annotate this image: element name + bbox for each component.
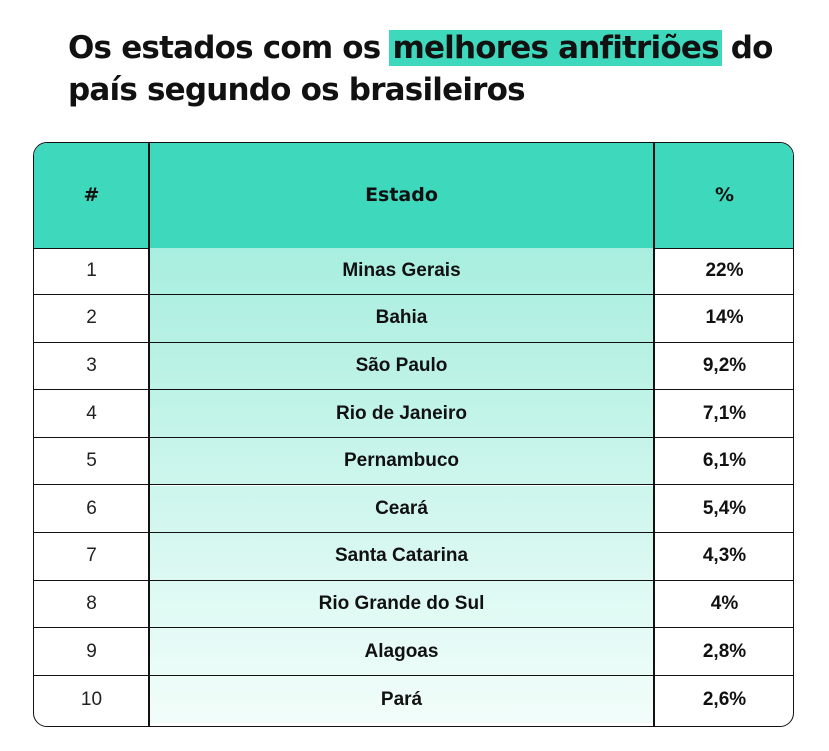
table-row: 6 Ceará 5,4% xyxy=(34,485,793,534)
percent-cell: 14% xyxy=(705,307,744,329)
state-cell-background xyxy=(149,485,654,533)
rank-cell: 1 xyxy=(86,259,97,281)
rank-cell: 4 xyxy=(86,402,97,424)
state-cell-background xyxy=(149,437,654,485)
rank-cell: 3 xyxy=(86,354,97,376)
percent-cell: 22% xyxy=(705,259,744,281)
state-cell: Pará xyxy=(380,688,423,710)
percent-cell: 4% xyxy=(710,592,739,614)
page-title: Os estados com os melhores anfitriões do… xyxy=(68,27,808,111)
table-row: 1 Minas Gerais 22% xyxy=(34,247,793,296)
table-row: 8 Rio Grande do Sul 4% xyxy=(34,580,793,629)
header-percent: % xyxy=(714,184,735,206)
rank-cell: 2 xyxy=(86,307,97,329)
percent-cell: 2,6% xyxy=(702,688,747,710)
state-cell: Ceará xyxy=(375,497,428,519)
column-divider xyxy=(653,143,655,726)
state-cell-background xyxy=(149,390,654,437)
state-cell: São Paulo xyxy=(355,354,448,376)
state-cell: Santa Catarina xyxy=(334,545,469,567)
state-cell-background xyxy=(149,580,654,628)
table-row: 3 São Paulo 9,2% xyxy=(34,342,793,391)
table-row: 7 Santa Catarina 4,3% xyxy=(34,533,793,581)
header-state: Estado xyxy=(365,184,438,206)
state-cell-background xyxy=(149,533,654,580)
title-text-before: Os estados com os xyxy=(68,30,391,66)
table-row: 10 Pará 2,6% xyxy=(34,675,793,724)
state-cell-background xyxy=(149,675,654,724)
column-divider xyxy=(148,143,150,726)
state-cell-background xyxy=(149,628,654,675)
title-text-after: do país segundo os brasileiros xyxy=(68,30,773,108)
state-cell: Rio de Janeiro xyxy=(336,402,467,424)
percent-cell: 5,4% xyxy=(702,497,747,519)
rank-cell: 5 xyxy=(86,450,97,472)
rank-cell: 7 xyxy=(86,545,97,567)
table-row: 9 Alagoas 2,8% xyxy=(34,628,793,676)
ranking-table: # Estado % 1 Minas Gerais 22% 2 Bahia 14% 3 São… xyxy=(33,142,794,727)
state-cell: Rio Grande do Sul xyxy=(318,592,485,614)
header-rank: # xyxy=(83,184,100,206)
rank-cell: 10 xyxy=(80,688,103,710)
rank-cell: 6 xyxy=(86,497,97,519)
state-cell-background xyxy=(149,342,654,390)
percent-cell: 6,1% xyxy=(702,450,747,472)
table-row: 2 Bahia 14% xyxy=(34,295,793,343)
table-row: 4 Rio de Janeiro 7,1% xyxy=(34,390,793,438)
state-cell: Pernambuco xyxy=(343,450,460,472)
state-cell: Bahia xyxy=(375,307,428,329)
percent-cell: 9,2% xyxy=(702,354,747,376)
state-cell: Alagoas xyxy=(364,640,439,662)
table-row: 5 Pernambuco 6,1% xyxy=(34,437,793,486)
percent-cell: 7,1% xyxy=(702,402,747,424)
table-header: # Estado % xyxy=(34,143,793,249)
state-cell-background xyxy=(149,295,654,342)
title-highlight: melhores anfitriões xyxy=(389,30,722,66)
rank-cell: 9 xyxy=(86,640,97,662)
rank-cell: 8 xyxy=(86,592,97,614)
state-cell: Minas Gerais xyxy=(342,259,461,281)
state-cell-background xyxy=(149,247,654,295)
percent-cell: 2,8% xyxy=(702,640,747,662)
percent-cell: 4,3% xyxy=(702,545,747,567)
